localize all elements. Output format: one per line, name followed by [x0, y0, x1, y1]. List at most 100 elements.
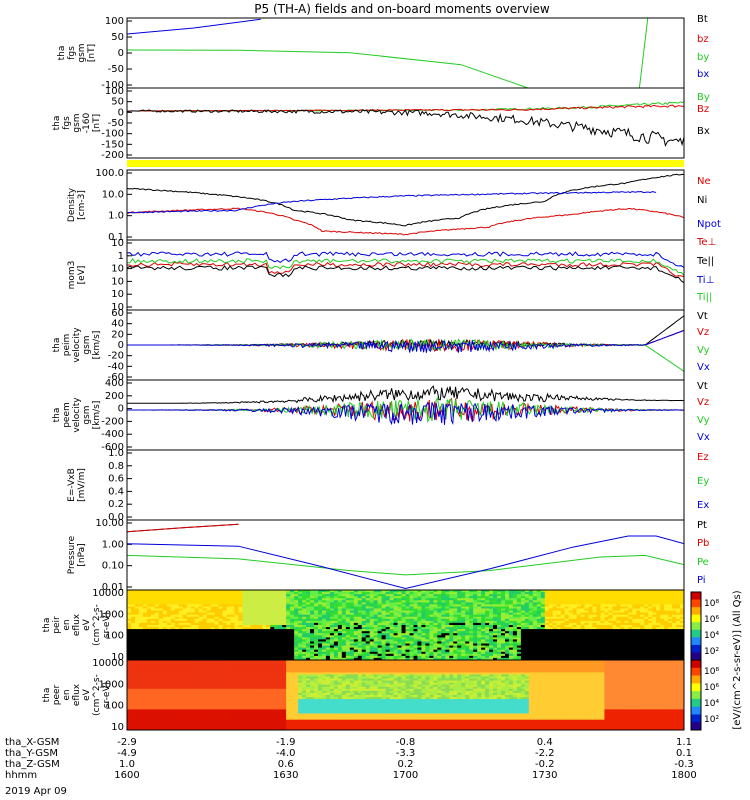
heatmap-cell	[190, 655, 196, 659]
heatmap-cell	[170, 616, 176, 620]
heatmap-cell	[676, 596, 681, 599]
heatmap-cell	[672, 649, 677, 653]
heatmap-cell	[322, 604, 327, 608]
heatmap-cell	[421, 641, 426, 645]
heatmap-cell	[620, 647, 625, 651]
heatmap-cell	[373, 657, 379, 660]
heatmap-cell	[588, 655, 594, 659]
heatmap-cell	[564, 604, 570, 608]
heatmap-cell	[441, 633, 446, 636]
y-axis-label: velocity	[72, 327, 82, 363]
heatmap-cell	[604, 604, 609, 608]
heatmap-cell	[397, 620, 403, 624]
heatmap-cell	[194, 655, 200, 659]
heatmap-cell	[186, 637, 192, 641]
heatmap-cell	[564, 643, 570, 647]
heatmap-cell	[616, 631, 621, 634]
heatmap-cell	[230, 635, 235, 638]
series-line-bx	[127, 18, 261, 35]
heatmap-cell	[481, 622, 486, 626]
heatmap-cell	[361, 633, 367, 636]
heatmap-cell	[377, 592, 383, 595]
heatmap-cell	[520, 620, 526, 624]
heatmap-cell	[397, 608, 403, 612]
heatmap-cell	[596, 604, 602, 608]
heatmap-cell	[620, 635, 625, 638]
heatmap-cell	[385, 631, 391, 634]
heatmap-cell	[166, 629, 172, 632]
heatmap-cell	[131, 651, 136, 655]
heatmap-cell	[246, 639, 251, 643]
heatmap-cell	[393, 598, 399, 601]
heatmap-cell	[560, 627, 566, 630]
heatmap-cell	[393, 610, 399, 614]
heatmap-cell	[158, 645, 164, 649]
heatmap-cell	[592, 616, 598, 620]
heatmap-cell	[604, 618, 609, 622]
heatmap-cell	[580, 627, 586, 630]
heatmap-cell	[520, 631, 526, 634]
heatmap-cell	[162, 639, 168, 643]
heatmap-cell	[198, 608, 204, 612]
heatmap-cell	[131, 649, 136, 653]
heatmap-cell	[584, 602, 590, 606]
heatmap-cell	[218, 596, 224, 599]
heatmap-cell	[154, 602, 160, 606]
heatmap-cell	[481, 612, 486, 616]
heatmap-cell	[580, 629, 586, 632]
heatmap-cell	[560, 620, 566, 624]
heatmap-cell	[409, 614, 415, 618]
heatmap-cell	[230, 620, 235, 624]
heatmap-cell	[246, 604, 251, 608]
heatmap-cell	[512, 604, 518, 608]
heatmap-cell	[194, 657, 200, 660]
heatmap-cell	[632, 627, 637, 630]
heatmap-cell	[429, 594, 434, 597]
heatmap-cell	[449, 604, 454, 608]
heatmap-cell	[536, 641, 542, 645]
heatmap-cell	[516, 602, 522, 606]
heatmap-cell	[556, 645, 562, 649]
heatmap-cell	[186, 612, 192, 616]
heatmap-cell	[648, 602, 653, 606]
heatmap-cell	[234, 641, 239, 645]
heatmap-cell	[481, 643, 486, 647]
heatmap-cell	[477, 643, 482, 647]
heatmap-cell	[290, 608, 295, 612]
heatmap-cell	[680, 594, 684, 597]
heatmap-cell	[473, 594, 478, 597]
heatmap-cell	[310, 647, 315, 651]
heatmap-cell	[644, 639, 649, 643]
heatmap-cell	[142, 596, 148, 599]
heatmap-cell	[369, 590, 375, 593]
heatmap-cell	[270, 657, 275, 660]
heatmap-cell	[401, 590, 407, 593]
heatmap-cell	[218, 606, 224, 610]
heatmap-cell	[656, 655, 661, 659]
heatmap-cell	[576, 612, 582, 616]
heatmap-cell	[274, 608, 279, 612]
heatmap-cell	[501, 606, 506, 610]
heatmap-cell	[306, 655, 311, 659]
heatmap-cell	[588, 622, 594, 626]
heatmap-cell	[536, 598, 542, 601]
heatmap-cell	[620, 606, 625, 610]
heatmap-cell	[461, 612, 466, 616]
heatmap-cell	[672, 604, 677, 608]
heatmap-cell	[616, 637, 621, 641]
heatmap-cell	[676, 651, 681, 655]
heatmap-cell	[198, 594, 204, 597]
heatmap-cell	[266, 639, 271, 643]
heatmap-cell	[357, 649, 363, 653]
heatmap-cell	[656, 602, 661, 606]
heatmap-cell	[190, 600, 196, 603]
heatmap-cell	[433, 604, 438, 608]
figure-title: P5 (TH-A) fields and on-board moments ov…	[254, 2, 550, 16]
heatmap-cell	[453, 657, 458, 660]
heatmap-cell	[369, 604, 375, 608]
heatmap-cell	[278, 602, 283, 606]
heatmap-cell	[636, 649, 641, 653]
heatmap-cell	[449, 649, 454, 653]
